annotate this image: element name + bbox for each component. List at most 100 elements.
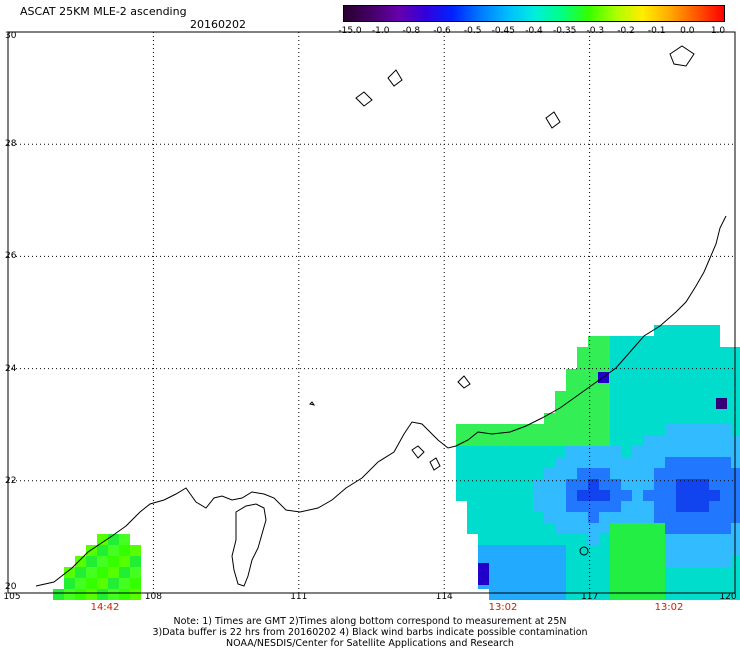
data-cell	[610, 545, 621, 556]
data-cell	[632, 501, 643, 512]
data-cell	[643, 358, 654, 369]
color-scale-label: -0.1	[647, 26, 666, 36]
data-cell	[709, 523, 720, 534]
coastline-mainland	[35, 215, 727, 587]
data-cell	[544, 457, 555, 468]
data-cell	[533, 523, 544, 534]
data-cell	[687, 380, 698, 391]
data-cell	[588, 501, 599, 512]
data-cell	[566, 501, 577, 512]
data-cell	[533, 446, 544, 457]
data-cell	[621, 589, 632, 600]
data-cell	[108, 545, 119, 556]
latitude-label: 24	[5, 363, 17, 374]
data-cell	[665, 578, 676, 589]
data-cell	[130, 545, 141, 556]
data-cell	[716, 398, 727, 409]
data-cell	[720, 545, 731, 556]
data-cell	[566, 545, 577, 556]
longitude-label: 105	[3, 592, 21, 602]
data-cell	[654, 556, 665, 567]
data-cell	[665, 468, 676, 479]
latitude-label: 22	[5, 475, 17, 486]
data-cell	[621, 567, 632, 578]
data-cell	[500, 589, 511, 600]
data-cell	[610, 336, 621, 347]
data-cell	[588, 589, 599, 600]
data-cell	[577, 402, 588, 413]
data-cell	[522, 435, 533, 446]
data-cell	[533, 457, 544, 468]
data-cell	[599, 446, 610, 457]
data-cell	[511, 501, 522, 512]
data-cell	[709, 556, 720, 567]
data-cell	[720, 413, 731, 424]
data-cell	[108, 589, 119, 600]
data-cell	[522, 567, 533, 578]
data-cell	[709, 347, 720, 358]
data-cell	[665, 523, 676, 534]
data-cell	[720, 512, 731, 523]
data-cell	[709, 336, 720, 347]
data-cell	[522, 501, 533, 512]
data-cell	[566, 402, 577, 413]
data-cell	[566, 578, 577, 589]
data-cell	[676, 413, 687, 424]
data-cell	[588, 446, 599, 457]
data-cell	[566, 369, 577, 380]
data-cell	[456, 457, 467, 468]
data-cell	[698, 545, 709, 556]
data-cell	[665, 512, 676, 523]
wind-barb-marker	[579, 546, 589, 556]
data-cell	[53, 589, 64, 600]
data-cell	[687, 424, 698, 435]
data-cell	[566, 457, 577, 468]
data-cell	[676, 501, 687, 512]
data-cell	[566, 435, 577, 446]
data-cell	[687, 556, 698, 567]
data-cell	[720, 391, 731, 402]
pass-time-2: 13:02	[488, 602, 518, 613]
data-cell	[698, 336, 709, 347]
data-cell	[566, 413, 577, 424]
data-cell	[720, 435, 731, 446]
data-cell	[478, 468, 489, 479]
data-cell	[566, 424, 577, 435]
data-cell	[489, 567, 500, 578]
data-cell	[533, 490, 544, 501]
data-cell	[632, 391, 643, 402]
data-cell	[130, 578, 141, 589]
data-cell	[489, 534, 500, 545]
data-cell	[522, 424, 533, 435]
data-cell	[588, 424, 599, 435]
data-cell	[478, 490, 489, 501]
data-cell	[632, 523, 643, 534]
data-cell	[665, 413, 676, 424]
data-cell	[676, 589, 687, 600]
data-cell	[599, 512, 610, 523]
data-cell	[610, 523, 621, 534]
data-cell	[654, 358, 665, 369]
data-cell	[599, 523, 610, 534]
data-cell	[687, 534, 698, 545]
data-cell	[676, 358, 687, 369]
pass-time-1: 14:42	[90, 602, 120, 613]
data-cell	[577, 556, 588, 567]
data-cell	[654, 413, 665, 424]
data-cell	[522, 545, 533, 556]
data-cell	[643, 556, 654, 567]
data-cell	[533, 578, 544, 589]
data-cell	[588, 336, 599, 347]
data-cell	[665, 545, 676, 556]
data-cell	[599, 336, 610, 347]
data-cell	[511, 556, 522, 567]
data-cell	[709, 435, 720, 446]
data-cell	[654, 336, 665, 347]
data-cell	[599, 490, 610, 501]
data-cell	[720, 358, 731, 369]
color-scale-label: -0.35	[553, 26, 577, 36]
data-cell	[610, 479, 621, 490]
data-cell	[610, 402, 621, 413]
data-cell	[577, 567, 588, 578]
longitude-label: 108	[144, 592, 162, 602]
